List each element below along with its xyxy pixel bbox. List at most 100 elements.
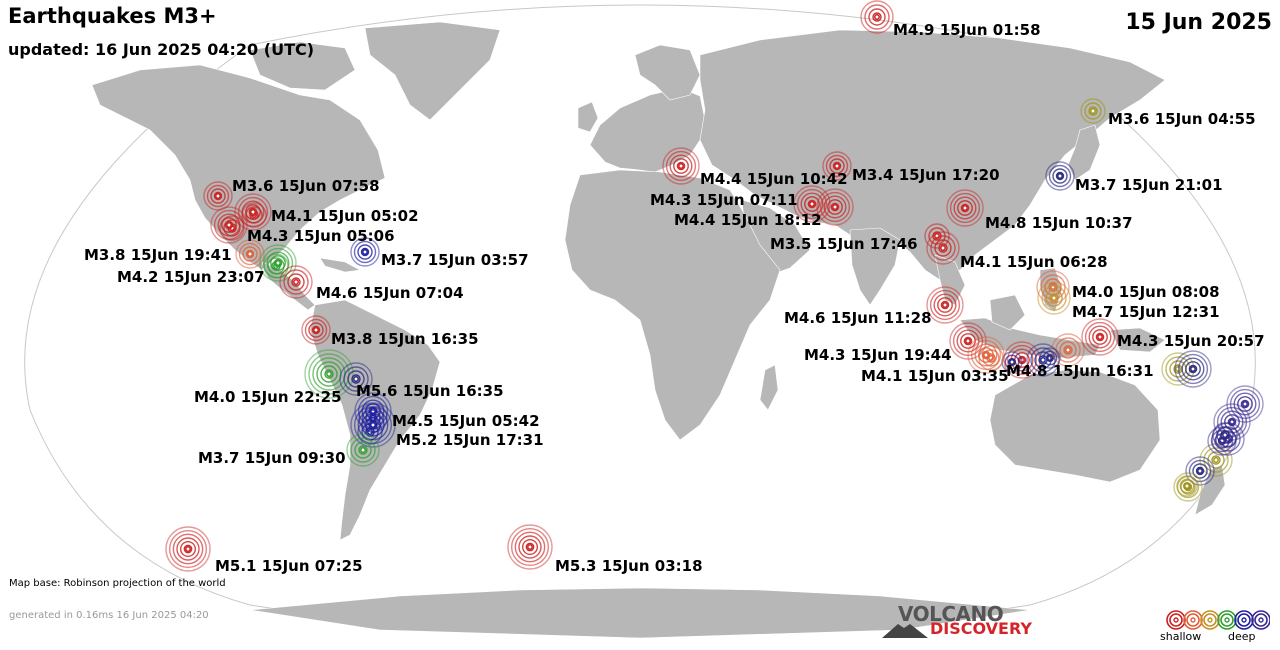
quake-label[interactable]: M4.4 15Jun 18:12 [674, 211, 822, 229]
quake-marker[interactable] [1080, 98, 1106, 124]
quake-marker[interactable] [279, 265, 313, 299]
quake-label[interactable]: M3.4 15Jun 17:20 [852, 166, 1000, 184]
quake-marker[interactable] [1001, 351, 1023, 373]
quake-marker[interactable] [346, 433, 380, 467]
quake-marker[interactable] [816, 188, 854, 226]
quake-epicenter [275, 260, 281, 266]
quake-marker[interactable] [165, 526, 211, 572]
quake-label[interactable]: M4.3 15Jun 07:11 [650, 191, 798, 209]
quake-marker[interactable] [301, 315, 331, 345]
legend-dot [1207, 617, 1213, 623]
quake-marker[interactable] [860, 0, 894, 34]
quake-marker[interactable] [1226, 385, 1264, 423]
legend-ring [1183, 610, 1203, 630]
quake-ring [1237, 396, 1253, 412]
quake-marker[interactable] [507, 524, 553, 570]
quake-marker[interactable] [793, 185, 831, 223]
quake-ring [1084, 102, 1102, 120]
quake-ring [933, 293, 957, 317]
quake-marker[interactable] [350, 237, 380, 267]
quake-label[interactable]: M4.9 15Jun 01:58 [893, 21, 1041, 39]
quake-label[interactable]: M3.7 15Jun 21:01 [1075, 176, 1223, 194]
quake-label[interactable]: M5.6 15Jun 16:35 [356, 382, 504, 400]
quake-marker[interactable] [203, 181, 233, 211]
quake-label[interactable]: M3.7 15Jun 09:30 [198, 449, 346, 467]
quake-ring [970, 339, 1002, 371]
volcano-discovery-logo[interactable]: VOLCANO DISCOVERY [880, 602, 1040, 642]
quake-ring [1174, 350, 1212, 388]
legend-ring [1166, 610, 1186, 630]
quake-epicenter [1051, 295, 1057, 301]
quake-marker[interactable] [1026, 343, 1060, 377]
legend-ring [1203, 613, 1217, 627]
quake-label[interactable]: M4.2 15Jun 23:07 [117, 268, 265, 286]
quake-label[interactable]: M4.3 15Jun 19:44 [804, 346, 952, 364]
quake-label[interactable]: M4.5 15Jun 05:42 [392, 412, 540, 430]
quake-marker[interactable] [1174, 350, 1212, 388]
quake-ring [938, 243, 948, 253]
quake-marker[interactable] [926, 231, 960, 265]
quake-marker[interactable] [350, 402, 396, 448]
logo-text-volcano: VOLCANO [898, 602, 1004, 626]
quake-marker[interactable] [822, 151, 852, 181]
legend-ring [1251, 610, 1270, 630]
quake-label[interactable]: M5.3 15Jun 03:18 [555, 557, 703, 575]
quake-ring [203, 181, 233, 211]
quake-marker[interactable] [946, 189, 984, 227]
quake-marker[interactable] [1212, 422, 1238, 448]
north-america [91, 64, 386, 271]
quake-label[interactable]: M4.3 15Jun 05:06 [247, 227, 395, 245]
quake-ring [1092, 329, 1108, 345]
quake-marker[interactable] [1185, 456, 1215, 486]
quake-marker[interactable] [1081, 318, 1119, 356]
quake-marker[interactable] [1045, 161, 1075, 191]
quake-label[interactable]: M4.6 15Jun 11:28 [784, 309, 932, 327]
quake-marker[interactable] [967, 336, 1005, 374]
india [849, 227, 901, 306]
quake-marker[interactable] [235, 239, 265, 269]
quake-marker[interactable] [259, 244, 297, 282]
quake-ring [832, 161, 842, 171]
quake-label[interactable]: M5.1 15Jun 07:25 [215, 557, 363, 575]
quake-marker[interactable] [662, 147, 700, 185]
quake-ring [868, 8, 886, 26]
quake-ring [1051, 333, 1085, 367]
quake-label[interactable]: M4.3 15Jun 20:57 [1117, 332, 1265, 350]
quake-ring [957, 200, 973, 216]
quake-ring [930, 235, 956, 261]
quake-label[interactable]: M3.5 15Jun 17:46 [770, 235, 918, 253]
quake-label[interactable]: M4.1 15Jun 03:35 [861, 367, 1009, 385]
quake-label[interactable]: M4.1 15Jun 05:02 [271, 207, 419, 225]
quake-label[interactable]: M4.7 15Jun 12:31 [1072, 303, 1220, 321]
quake-marker[interactable] [339, 362, 373, 396]
quake-ring [823, 195, 847, 219]
quake-label[interactable]: M3.8 15Jun 19:41 [84, 246, 232, 264]
quake-epicenter [678, 163, 684, 169]
quake-label[interactable]: M4.0 15Jun 22:25 [194, 388, 342, 406]
quake-label[interactable]: M3.7 15Jun 03:57 [381, 251, 529, 269]
quake-label[interactable]: M4.0 15Jun 08:08 [1072, 283, 1220, 301]
quake-marker[interactable] [1037, 281, 1071, 315]
quake-label[interactable]: M4.8 15Jun 10:37 [985, 214, 1133, 232]
quake-marker[interactable] [926, 286, 964, 324]
quake-marker[interactable] [210, 206, 248, 244]
quake-label[interactable]: M3.6 15Jun 07:58 [232, 177, 380, 195]
quake-ring [1088, 106, 1098, 116]
quake-marker[interactable] [304, 349, 354, 399]
quake-ring [219, 215, 245, 241]
quake-epicenter [965, 338, 971, 344]
quake-ring [1041, 285, 1067, 311]
quake-label[interactable]: M4.4 15Jun 10:42 [700, 170, 848, 188]
quake-label[interactable]: M4.1 15Jun 06:28 [960, 253, 1108, 271]
quake-label[interactable]: M3.6 15Jun 04:55 [1108, 110, 1256, 128]
quake-marker[interactable] [1176, 475, 1198, 497]
quake-epicenter [1213, 457, 1219, 463]
legend-ring [1169, 613, 1183, 627]
map-date: 15 Jun 2025 [1125, 10, 1272, 35]
quake-label[interactable]: M4.6 15Jun 07:04 [316, 284, 464, 302]
quake-ring [793, 185, 831, 223]
quake-label[interactable]: M4.8 15Jun 16:31 [1006, 362, 1154, 380]
quake-label[interactable]: M3.8 15Jun 16:35 [331, 330, 479, 348]
quake-ring [347, 370, 365, 388]
quake-label[interactable]: M5.2 15Jun 17:31 [396, 431, 544, 449]
